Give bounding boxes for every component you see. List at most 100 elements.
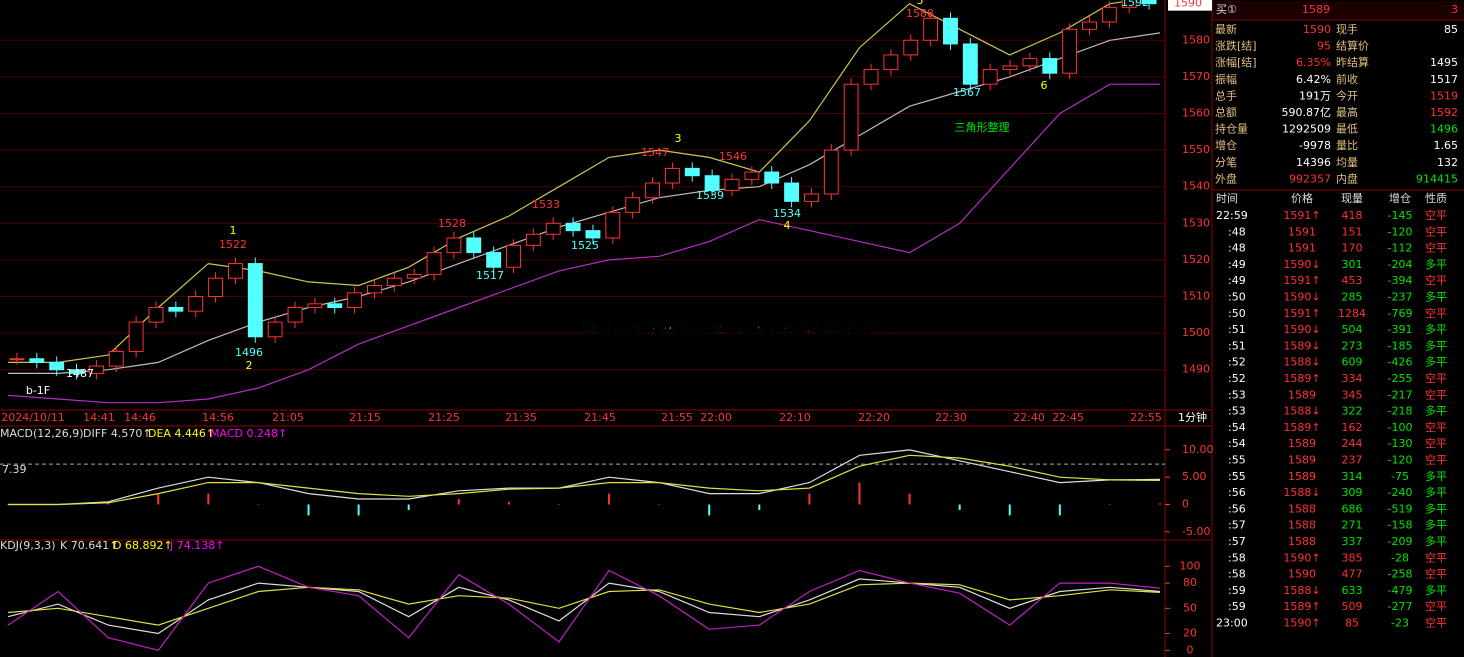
candle [605, 211, 621, 239]
macd-bar [557, 504, 560, 505]
tick-cell: -519 [1388, 502, 1413, 515]
time-label: 14:41 [83, 411, 115, 424]
time-label: 22:30 [935, 411, 967, 424]
candle [486, 252, 502, 268]
quote-label: 今开 [1336, 88, 1358, 102]
quote-label: 昨结算 [1336, 55, 1369, 69]
macd-bar [958, 504, 961, 510]
quote-top: 3 [1451, 3, 1458, 16]
tick-cell: 23:00 [1216, 617, 1248, 630]
time-label: 2024/10/11 [1, 411, 64, 424]
annotation: 1 [230, 224, 237, 237]
macd-bar [1108, 504, 1111, 505]
tick-cell: :55 [1228, 470, 1246, 483]
kdj-header: K 70.641↑ [60, 539, 118, 552]
tick-cell: 85 [1345, 617, 1359, 630]
tick-cell: 空平 [1425, 241, 1447, 255]
band-lower [7, 83, 1160, 404]
time-label: 22:55 [1130, 411, 1162, 424]
candle [525, 233, 541, 246]
macd-bar [407, 504, 410, 510]
annotation: 3 [675, 132, 682, 145]
tick-cell: 多平 [1425, 469, 1447, 483]
macd-bar [708, 504, 711, 516]
tick-cell: 多平 [1425, 404, 1447, 418]
y-tick-label: 20 [1183, 626, 1197, 639]
tick-cell: 385 [1342, 551, 1363, 564]
time-label: 22:10 [779, 411, 811, 424]
tick-cell: 504 [1342, 323, 1363, 336]
y-tick-label: 50 [1183, 601, 1197, 614]
macd-bar [858, 482, 861, 505]
candle [227, 263, 243, 279]
last-price: 1590 [1174, 0, 1202, 10]
tick-cell: 1591↑ [1283, 209, 1320, 222]
tick-cell: -130 [1388, 437, 1413, 450]
tick-cell: 1590↓ [1283, 323, 1320, 336]
quote-value: 6.35% [1296, 56, 1331, 69]
macd-bar [207, 493, 210, 505]
annotation: 1588 [906, 7, 934, 20]
quote-value: 1519 [1430, 89, 1458, 102]
time-label: 21:05 [272, 411, 304, 424]
tick-cell: 空平 [1425, 436, 1447, 450]
y-tick-label: 1500 [1182, 326, 1210, 339]
tick-cell: 多平 [1425, 518, 1447, 532]
time-label: 21:35 [505, 411, 537, 424]
quote-label: 最高 [1336, 105, 1358, 119]
annotation: 1522 [219, 238, 247, 251]
candle [1101, 6, 1117, 23]
tick-cell: 空平 [1425, 453, 1447, 467]
candle [208, 277, 224, 298]
tick-cell: 1589 [1288, 470, 1316, 483]
candle [307, 303, 323, 309]
y-tick-label: 1490 [1182, 363, 1210, 376]
y-tick-label: -5.00 [1182, 525, 1210, 538]
tick-cell: 多平 [1425, 257, 1447, 271]
candle [585, 230, 601, 239]
quote-label: 涨跌[结] [1215, 39, 1257, 53]
tick-cell: 空平 [1425, 599, 1447, 613]
tick-cell: 1588↓ [1283, 356, 1320, 369]
tick-cell: :50 [1228, 291, 1246, 304]
macd-bar [808, 493, 811, 505]
tick-cell: 1589↓ [1283, 339, 1320, 352]
tick-cell: 322 [1342, 405, 1363, 418]
annotation: 1592 [1121, 0, 1149, 9]
time-label: 21:45 [584, 411, 616, 424]
macd-bar [257, 504, 260, 505]
tick-cell: 多平 [1425, 534, 1447, 548]
tick-cell: 285 [1342, 291, 1363, 304]
candle [744, 171, 760, 180]
tick-cell: -120 [1388, 225, 1413, 238]
tick-cell: -100 [1388, 421, 1413, 434]
tick-cell: 1591↑ [1283, 274, 1320, 287]
tick-cell: 多平 [1425, 290, 1447, 304]
quote-label: 均量 [1336, 156, 1358, 169]
quote-value: 1292509 [1282, 123, 1331, 136]
kdj-header: D 68.892↑ [113, 539, 173, 552]
kdj-header: KDJ(9,3,3) [0, 539, 56, 552]
quote-value: 1517 [1430, 73, 1458, 86]
tick-cell: 271 [1342, 519, 1363, 532]
quote-label: 持仓量 [1215, 122, 1248, 136]
tick-cell: :56 [1228, 502, 1246, 515]
tick-cell: 多平 [1425, 355, 1447, 369]
candle [664, 167, 680, 184]
annotation: 1496 [235, 346, 263, 359]
tick-cell: 453 [1342, 274, 1363, 287]
tick-cell: 633 [1342, 584, 1363, 597]
tick-cell: 空平 [1425, 371, 1447, 385]
candle [88, 365, 104, 374]
macd-bar [908, 493, 911, 505]
candle [128, 321, 144, 352]
candle [1082, 21, 1097, 30]
tick-cell: 314 [1342, 470, 1363, 483]
tick-cell: 1589 [1288, 437, 1316, 450]
quote-value: 1592 [1430, 106, 1458, 119]
quote-value: 14396 [1296, 156, 1331, 169]
tick-header: 增仓 [1389, 191, 1411, 205]
last-price-box [1168, 0, 1212, 11]
y-tick-label: 1560 [1182, 106, 1210, 119]
quote-label: 最低 [1336, 123, 1358, 136]
